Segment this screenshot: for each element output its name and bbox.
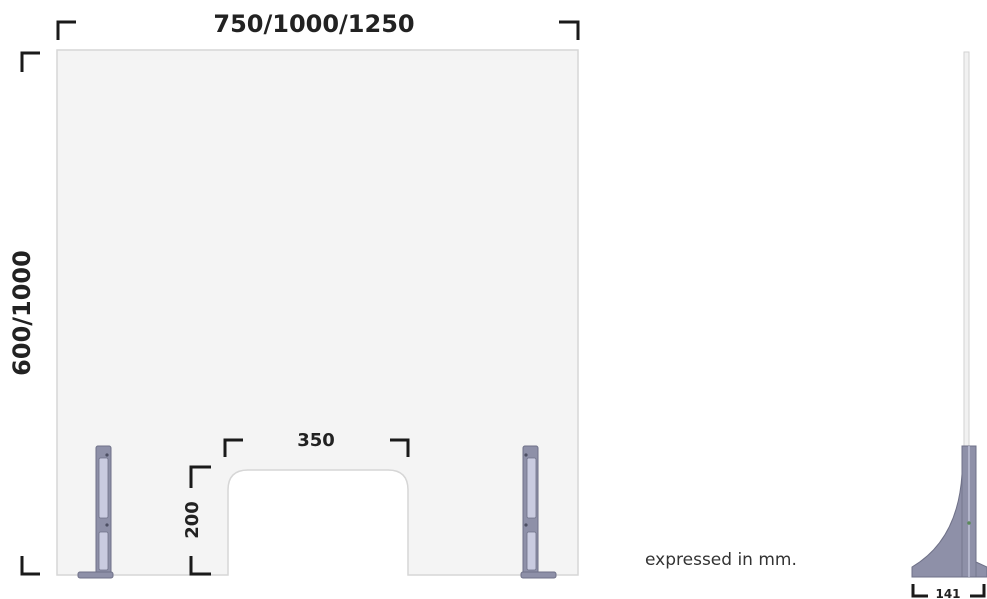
width-bracket-left: [56, 20, 76, 40]
opening-height-bracket-bottom: [189, 556, 211, 576]
opening-height-label: 200: [182, 501, 203, 539]
side-view-foot: [911, 445, 987, 578]
units-note: expressed in mm.: [645, 550, 797, 570]
right-foot-bracket: [520, 445, 557, 579]
height-bracket-bottom: [20, 556, 40, 576]
depth-bracket-left: [911, 584, 928, 598]
opening-width-bracket-left: [223, 438, 243, 457]
side-view: [911, 51, 987, 578]
opening-width-label: 350: [297, 430, 335, 451]
width-dimension-label: 750/1000/1250: [213, 10, 414, 38]
opening-height-bracket-top: [189, 465, 211, 488]
depth-bracket-right: [970, 584, 986, 598]
height-dimension-label: 600/1000: [8, 250, 36, 376]
depth-dimension-label: 141: [935, 587, 960, 599]
left-foot-bracket: [77, 445, 114, 579]
front-panel: [56, 49, 579, 576]
width-bracket-right: [559, 20, 580, 40]
opening-width-bracket-right: [390, 438, 410, 457]
height-bracket-top: [20, 51, 40, 72]
